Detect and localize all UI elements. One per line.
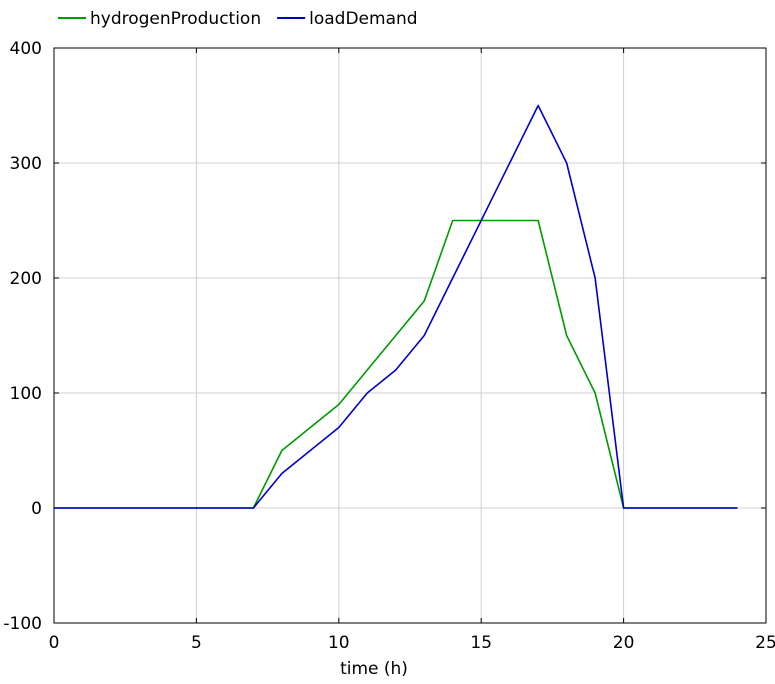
x-tick-label: 10 xyxy=(328,633,350,653)
y-tick-label: 0 xyxy=(31,499,42,519)
y-tick-label: 200 xyxy=(10,269,42,289)
x-tick-label: 5 xyxy=(191,633,202,653)
x-tick-label: 15 xyxy=(470,633,492,653)
y-tick-label: 100 xyxy=(10,384,42,404)
series-lines xyxy=(54,104,738,509)
grid xyxy=(54,48,766,623)
legend-label: loadDemand xyxy=(309,9,417,29)
x-tick-label: 0 xyxy=(49,633,60,653)
legend-label: hydrogenProduction xyxy=(90,9,261,29)
y-axis-ticks: -100 0 100 200 300 400 xyxy=(3,39,766,634)
y-tick-label: 400 xyxy=(10,39,42,59)
plot-frame xyxy=(53,47,767,624)
y-tick-label: 300 xyxy=(10,154,42,174)
x-tick-label: 25 xyxy=(755,633,775,653)
y-tick-label: -100 xyxy=(3,614,42,634)
x-axis-title: time (h) xyxy=(340,659,408,679)
x-tick-label: 20 xyxy=(613,633,635,653)
axes xyxy=(53,47,767,624)
legend: hydrogenProduction loadDemand xyxy=(58,9,418,29)
x-axis-ticks: 0 5 10 15 20 25 xyxy=(49,48,775,653)
series-line-hydrogenProduction xyxy=(54,219,738,509)
series-line-loadDemand xyxy=(54,104,738,509)
